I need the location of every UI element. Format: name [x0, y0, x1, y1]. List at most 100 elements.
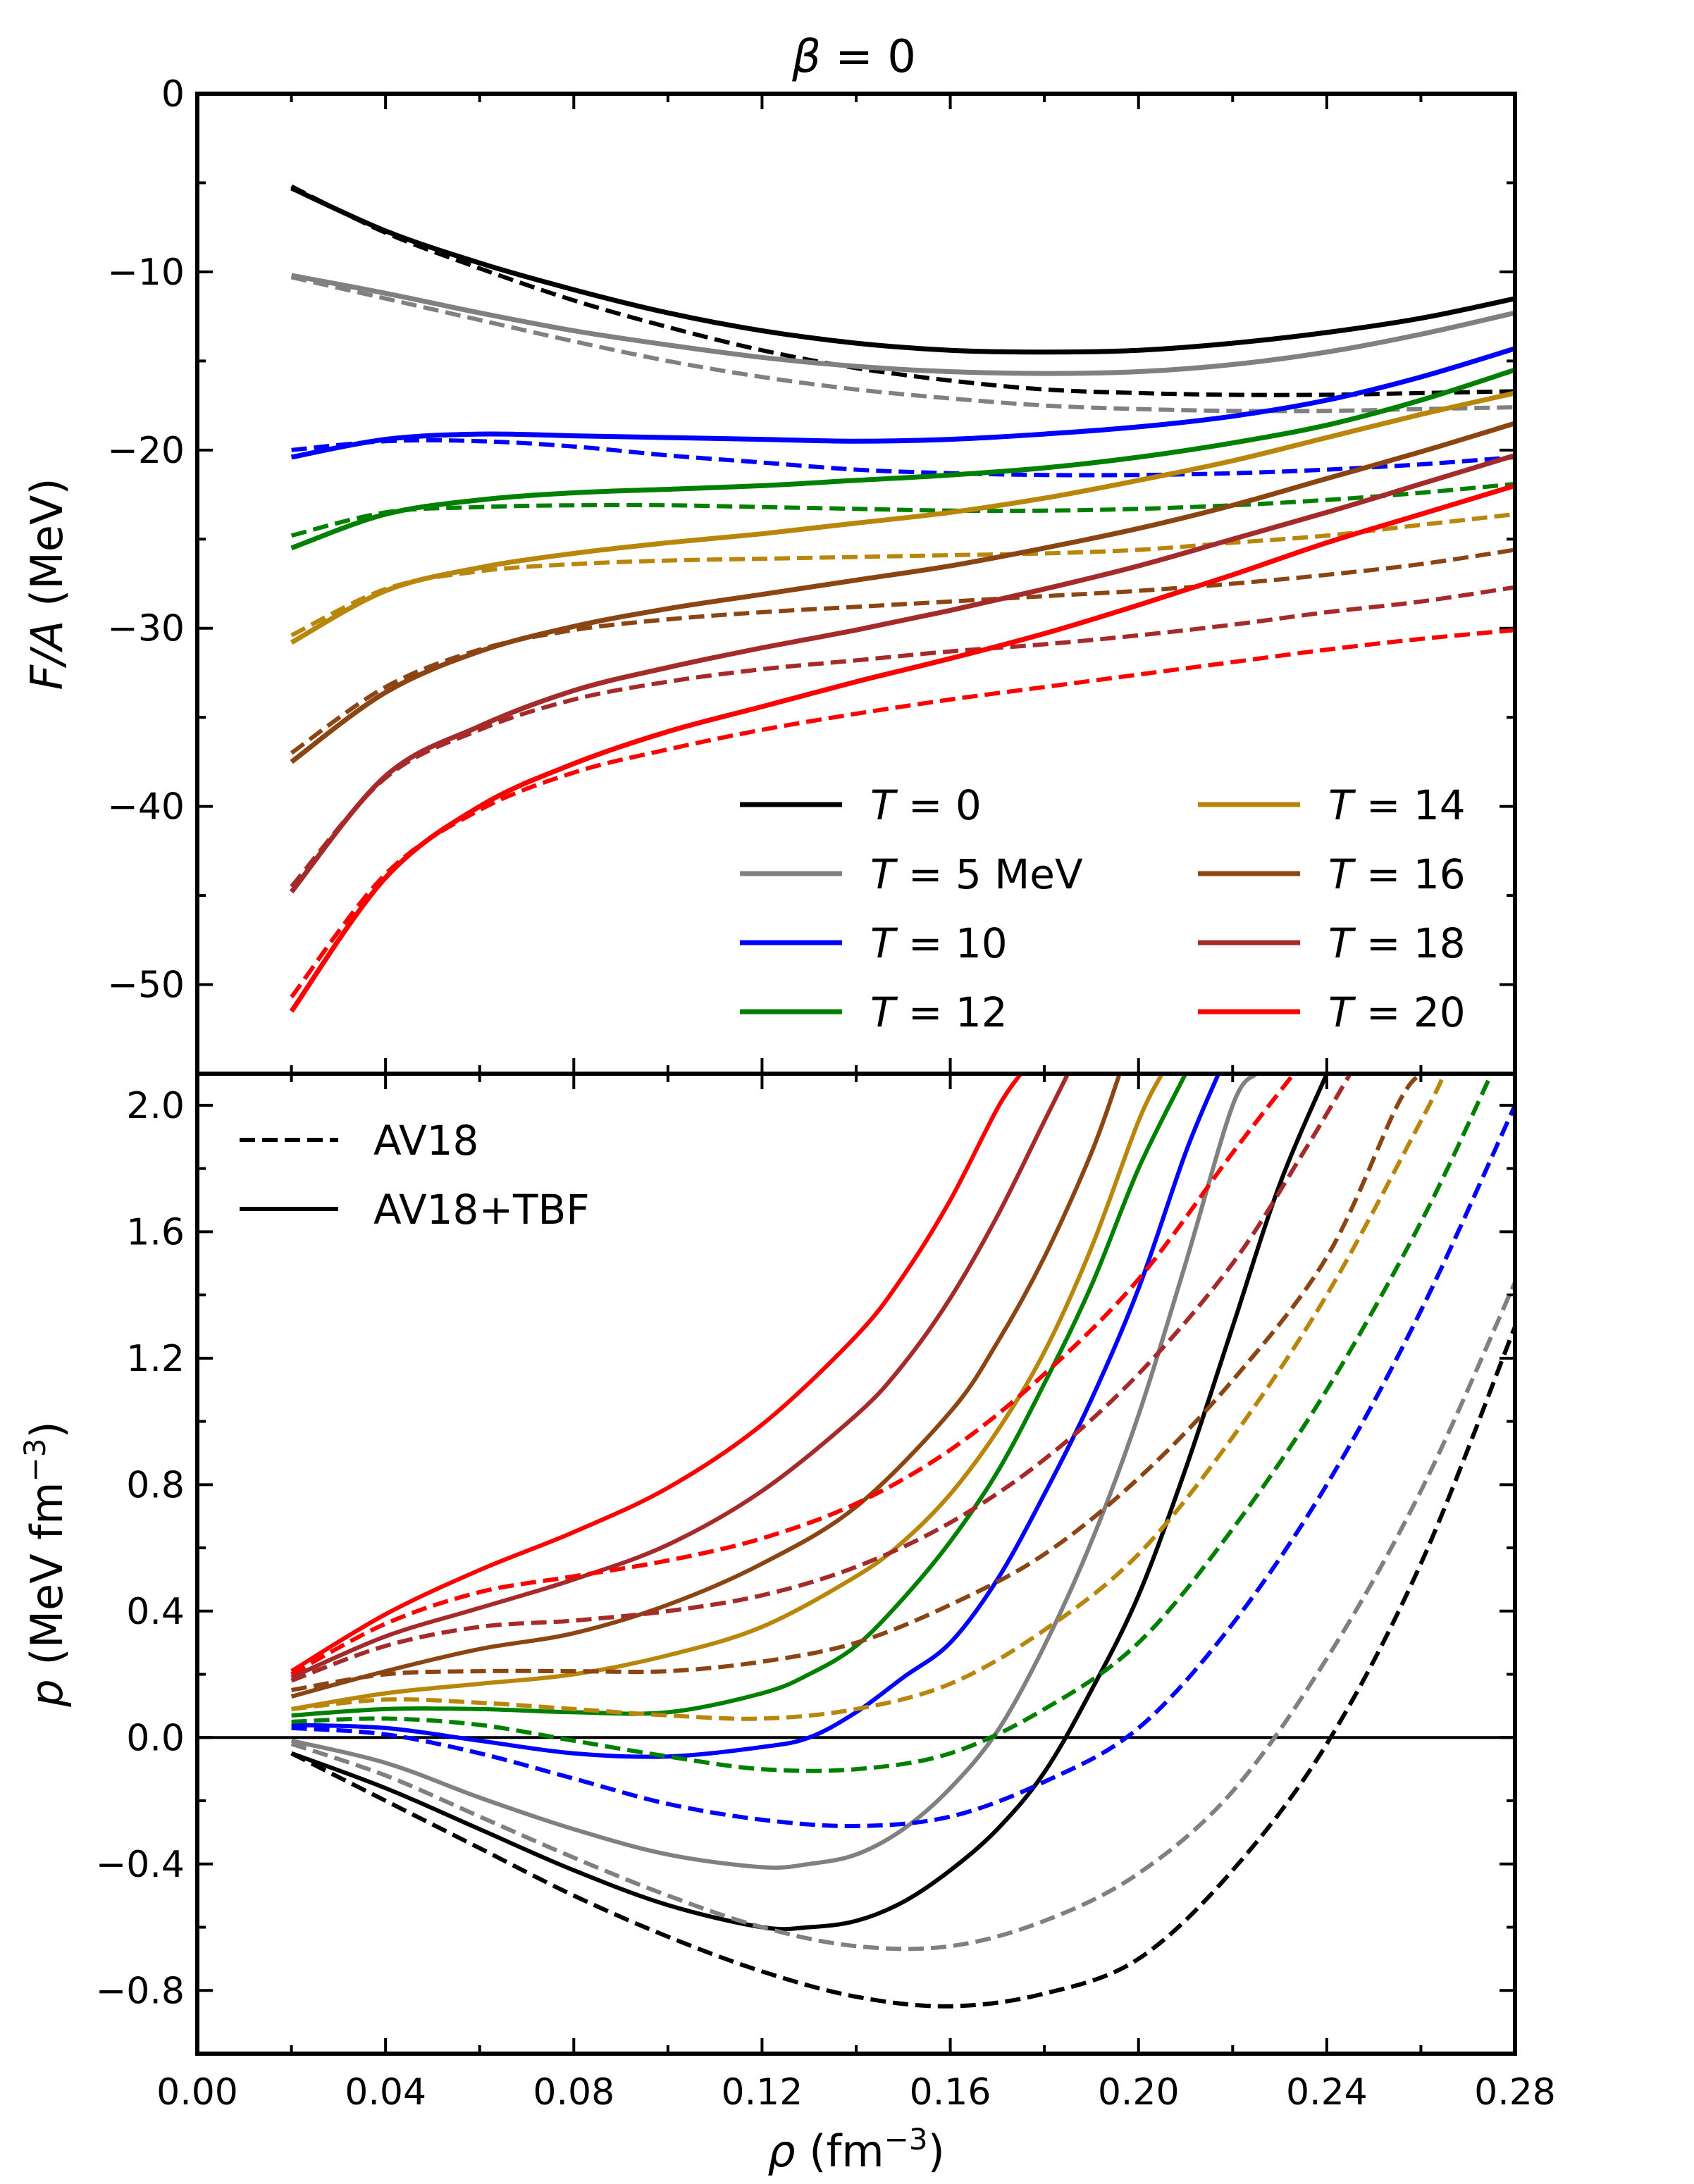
- series-line: [291, 1074, 1164, 1711]
- bottom-legend: AV18 AV18+TBF: [240, 1117, 590, 1234]
- legend-label: T = 18: [1328, 919, 1466, 967]
- bottom-series: [290, 1074, 1515, 2009]
- y-tick-label: 1.2: [126, 1338, 185, 1380]
- series-line: [291, 1074, 1494, 1773]
- series-line: [290, 1074, 1329, 1932]
- series-line: [290, 511, 1515, 638]
- legend-label: T = 10: [870, 919, 1008, 967]
- chart-title: β = 0: [791, 31, 916, 83]
- series-line: [290, 481, 1515, 538]
- y-tick-label: 1.6: [126, 1211, 185, 1253]
- xlabel-sup: −3: [884, 2122, 928, 2157]
- series-line: [290, 275, 1515, 414]
- series-line: [290, 1074, 1070, 1680]
- legend-label: T = 20: [1328, 988, 1466, 1036]
- series-line: [290, 1074, 1122, 1699]
- y-tick-label: −50: [107, 964, 185, 1007]
- series-line: [289, 483, 1515, 1013]
- top-y-tick-labels: 0 −10 −20 −30 −40 −50: [107, 73, 185, 1007]
- x-tick-label: 0.04: [345, 2071, 426, 2114]
- top-ylabel-italic: F/A: [21, 621, 73, 690]
- series-line: [291, 438, 1515, 478]
- series-line: [289, 453, 1515, 894]
- series-line: [291, 1074, 1220, 1759]
- series-line: [290, 1281, 1515, 1952]
- x-tick-label: 0.08: [533, 2071, 614, 2114]
- legend-item: AV18+TBF: [240, 1186, 590, 1234]
- xlabel-symbol: ρ: [767, 2126, 795, 2177]
- series-line: [290, 1074, 1259, 1870]
- x-tick-label: 0.20: [1098, 2071, 1180, 2114]
- legend-item: T = 12: [740, 988, 1008, 1036]
- y-tick-label: −0.8: [96, 1970, 185, 2012]
- series-line: [290, 628, 1515, 999]
- series-line: [291, 1074, 1447, 1721]
- legend-label: T = 0: [870, 781, 982, 829]
- legend-item: T = 0: [740, 781, 982, 829]
- legend-item: T = 20: [1198, 988, 1466, 1036]
- top-ylabel-rest: (MeV): [21, 478, 73, 620]
- series-line: [290, 547, 1515, 755]
- title-rest: = 0: [821, 31, 916, 83]
- xlabel-close: ): [928, 2126, 945, 2177]
- y-tick-label: −40: [107, 786, 185, 829]
- y-tick-label: 0.8: [126, 1464, 185, 1506]
- bottom-ylabel-rest: (MeV fm: [21, 1482, 73, 1679]
- x-tick-label: 0.00: [156, 2071, 238, 2114]
- top-series: [289, 184, 1515, 1013]
- series-line: [290, 585, 1515, 888]
- x-axis-label: ρ (fm−3): [767, 2122, 945, 2178]
- y-tick-label: −30: [107, 608, 185, 650]
- legend-label: AV18+TBF: [373, 1186, 590, 1234]
- legend-label: T = 16: [1328, 850, 1466, 898]
- series-line: [290, 367, 1515, 551]
- y-tick-label: −10: [107, 252, 185, 294]
- bottom-y-axis-label: p (MeV fm−3): [18, 1421, 73, 1707]
- x-tick-label: 0.24: [1286, 2071, 1368, 2114]
- legend-item: T = 5 MeV: [740, 850, 1083, 898]
- legend-item: T = 18: [1198, 919, 1466, 967]
- series-line: [290, 185, 1515, 355]
- y-tick-label: −0.4: [96, 1844, 185, 1886]
- legend-label: T = 14: [1328, 781, 1466, 829]
- title-symbol: β: [791, 31, 821, 83]
- y-tick-label: 0.4: [126, 1591, 185, 1633]
- top-panel: 0 −10 −20 −30 −40 −50 F/A (MeV) T = 0 T = 5 Me…: [21, 73, 1517, 1076]
- series-line: [290, 184, 1515, 397]
- legend-item: T = 16: [1198, 850, 1466, 898]
- bottom-ylabel-sup: −3: [18, 1439, 52, 1482]
- top-plot-frame: [195, 92, 1517, 1076]
- series-line: [290, 1074, 1296, 1677]
- series-line: [291, 1074, 1188, 1718]
- legend-label: T = 5 MeV: [870, 850, 1083, 898]
- xlabel-rest: (fm: [796, 2126, 884, 2177]
- legend-item: T = 14: [1198, 781, 1466, 829]
- series-line: [290, 273, 1515, 376]
- y-tick-label: 0.0: [126, 1717, 185, 1759]
- legend-item: AV18: [240, 1117, 478, 1165]
- legend-label: T = 12: [870, 988, 1008, 1036]
- legend-item: T = 10: [740, 919, 1008, 967]
- y-tick-label: 2.0: [126, 1085, 185, 1127]
- bottom-tick-labels: −0.8 −0.4 0.0 0.4 0.8 1.2 1.6 2.0 0.00 0.04 0.08 0.…: [96, 1085, 1556, 2114]
- y-tick-label: −20: [107, 430, 185, 472]
- x-tick-label: 0.16: [910, 2071, 991, 2114]
- series-line: [290, 1325, 1515, 2009]
- series-line: [291, 1104, 1515, 1828]
- bottom-ylabel-italic: p: [21, 1679, 73, 1707]
- series-line: [290, 1074, 1023, 1673]
- series-line: [290, 390, 1515, 645]
- top-ticks: [196, 92, 1516, 1075]
- bottom-ylabel-close: ): [21, 1421, 73, 1438]
- series-line: [290, 421, 1515, 764]
- top-y-axis-label: F/A (MeV): [21, 478, 73, 690]
- x-tick-label: 0.28: [1474, 2071, 1556, 2114]
- top-legend: T = 0 T = 5 MeV T = 10 T = 12 T = 14 T = 16 T …: [740, 781, 1466, 1036]
- bottom-plot-frame: [195, 1072, 1517, 2056]
- bottom-panel: −0.8 −0.4 0.0 0.4 0.8 1.2 1.6 2.0 0.00 0.04 0.08 0.…: [18, 1072, 1556, 2178]
- series-line: [291, 1074, 1423, 1692]
- y-tick-label: 0: [161, 73, 185, 116]
- legend-label: AV18: [373, 1117, 478, 1165]
- series-line: [290, 1074, 1352, 1683]
